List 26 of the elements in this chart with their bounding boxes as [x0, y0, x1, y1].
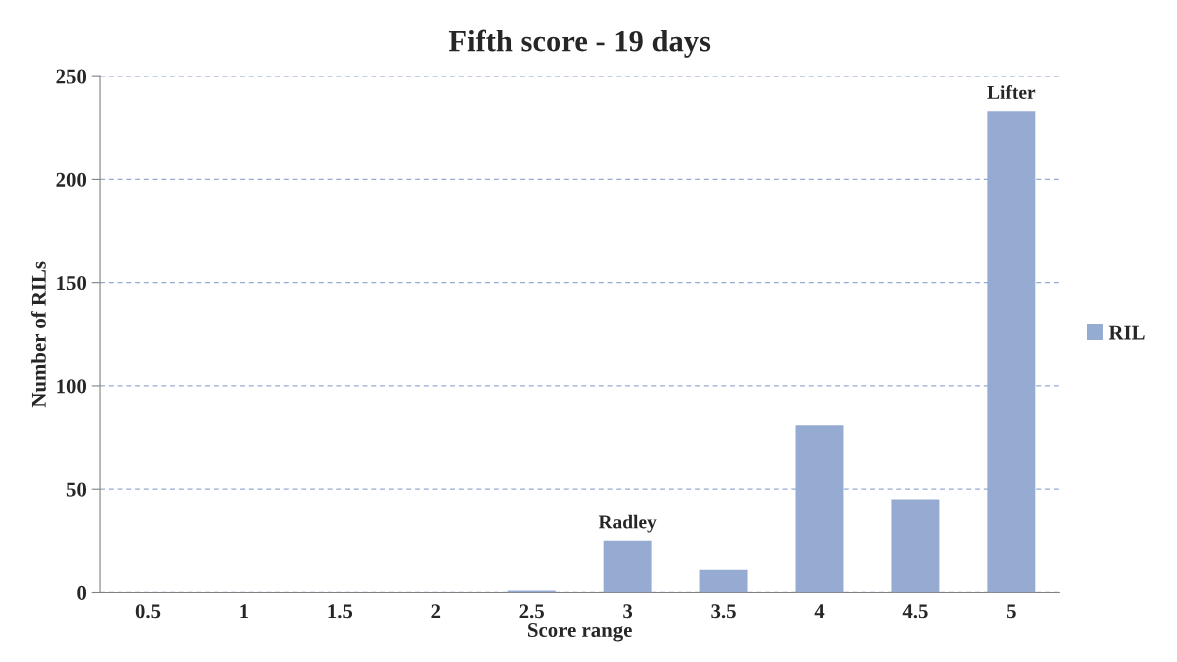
x-axis-title: Score range: [528, 622, 632, 642]
y-tick-label: 200: [56, 172, 87, 187]
x-tick-label: 2: [431, 604, 441, 619]
x-tick-label: 1: [240, 604, 249, 619]
y-axis-title: Number of RILs: [30, 261, 46, 408]
annotation: Lifter: [987, 85, 1036, 99]
y-tick-label: 0: [77, 585, 87, 600]
x-tick-label: 3.5: [711, 604, 736, 619]
bar: [699, 569, 748, 593]
bar: [891, 499, 940, 593]
annotation: Radley: [598, 514, 657, 533]
y-tick-label: 50: [66, 482, 87, 497]
y-tick-label: 150: [57, 276, 87, 291]
x-tick-label: 5: [1006, 604, 1016, 619]
bar: [603, 540, 652, 593]
y-tick-label: 100: [57, 379, 87, 394]
x-tick-label: 4.5: [902, 604, 928, 619]
chart-title: Fifth score - 19 days: [448, 29, 711, 58]
x-tick-label: 2.5: [519, 604, 544, 619]
y-tick-label: 250: [56, 69, 87, 84]
x-tick-label: 1.5: [328, 604, 353, 619]
legend-label: RIL: [1108, 325, 1145, 340]
x-tick-label: 0.5: [135, 604, 161, 619]
x-tick-label: 4: [814, 604, 825, 619]
x-tick-label: 3: [623, 604, 633, 619]
bar: [507, 590, 556, 593]
